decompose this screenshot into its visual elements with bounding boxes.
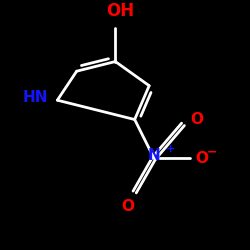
- Text: N: N: [148, 148, 160, 163]
- Text: OH: OH: [106, 2, 134, 21]
- Text: O: O: [195, 151, 208, 166]
- Text: −: −: [207, 146, 218, 159]
- Text: O: O: [190, 112, 203, 127]
- Text: HN: HN: [22, 90, 48, 105]
- Text: O: O: [121, 199, 134, 214]
- Text: +: +: [166, 144, 175, 154]
